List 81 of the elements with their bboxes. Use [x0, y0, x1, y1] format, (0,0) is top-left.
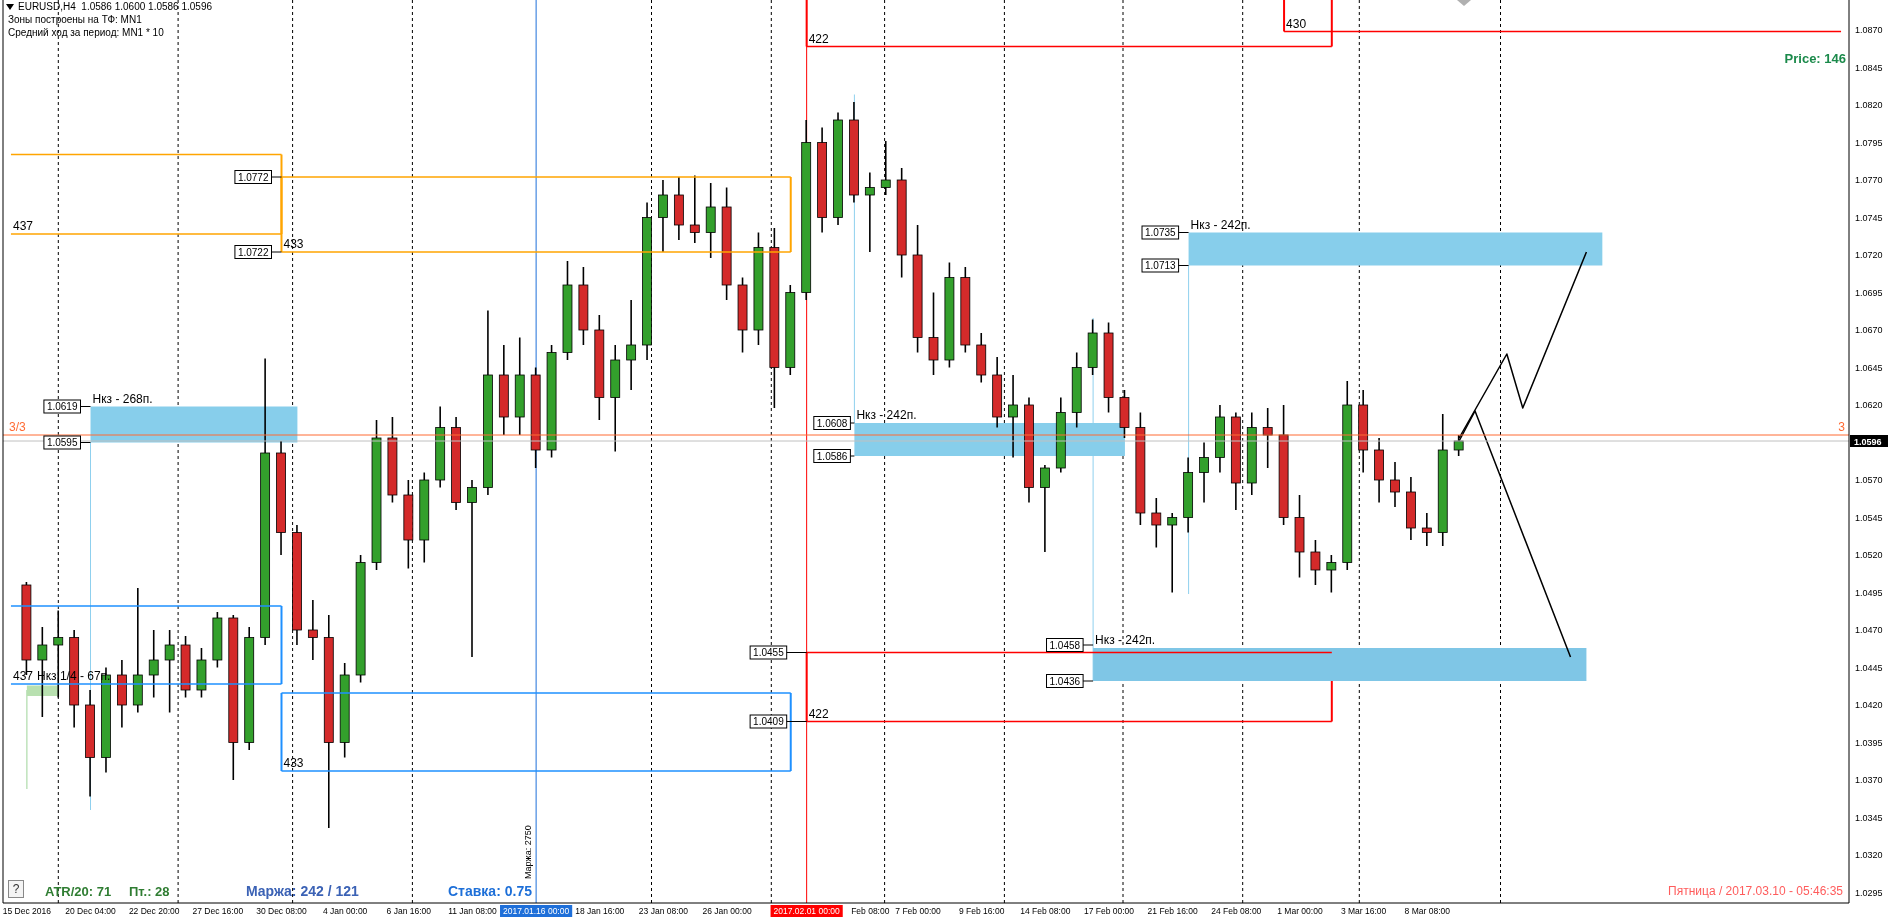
- x-tick-label: 30 Dec 08:00: [256, 906, 308, 916]
- annotation: 433: [283, 237, 304, 251]
- x-tick-label: 18 Jan 16:00: [575, 906, 625, 916]
- x-tick-label: 14 Feb 08:00: [1020, 906, 1071, 916]
- annotation: 3/3: [9, 420, 27, 434]
- y-tick-label: 1.0745: [1855, 212, 1883, 223]
- annotation: 1.0608: [816, 417, 848, 429]
- y-tick-label: 1.0695: [1855, 287, 1883, 298]
- x-tick-label: 8 Mar 08:00: [1404, 906, 1451, 916]
- annotation: Нкз - 242п.: [1190, 217, 1251, 232]
- text: Зоны построены на ТФ: MN1: [8, 14, 142, 26]
- y-tick-label: 1.0445: [1855, 662, 1883, 673]
- annotation: 1.0722: [237, 246, 269, 258]
- annotation: 1.0436: [1049, 675, 1081, 687]
- y-tick-label: 1.0670: [1855, 325, 1883, 335]
- x-tick-label: 23 Jan 08:00: [638, 906, 689, 916]
- x-tick-label: 3 Mar 16:00: [1340, 906, 1387, 916]
- x-tick-label: 20 Dec 04:00: [65, 906, 117, 916]
- y-tick-label: 1.0596: [1854, 436, 1882, 447]
- annotation: 3: [1838, 420, 1846, 434]
- x-tick-label: 9 Feb 16:00: [959, 906, 1005, 916]
- y-tick-label: 1.0520: [1855, 550, 1883, 560]
- y-tick-label: 1.0345: [1855, 812, 1883, 823]
- y-tick-label: 1.0420: [1855, 700, 1883, 710]
- x-tick-label: Feb 08:00: [851, 906, 890, 916]
- annotation: 1.0409: [753, 716, 785, 727]
- x-tick-label: 21 Feb 16:00: [1147, 906, 1198, 916]
- y-tick-label: 1.0870: [1855, 25, 1883, 35]
- y-tick-label: 1.0570: [1855, 475, 1883, 485]
- help-button: ?: [8, 880, 24, 898]
- annotation: 1.0455: [753, 647, 785, 658]
- x-tick-label: 1 Mar 00:00: [1277, 906, 1323, 916]
- annotation: 437: [13, 669, 34, 683]
- y-tick-label: 1.0795: [1855, 137, 1883, 148]
- y-tick-label: 1.0620: [1855, 400, 1883, 410]
- x-tick-label: 17 Feb 00:00: [1083, 906, 1135, 916]
- annotation: Ставка: 0.75: [448, 883, 532, 899]
- y-tick-label: 1.0645: [1855, 362, 1883, 373]
- annotation: 437: [13, 219, 34, 233]
- x-tick-label: 4 Jan 00:00: [322, 906, 368, 916]
- annotation: Пт.: 28: [129, 884, 170, 899]
- x-tick-label: 22 Dec 20:00: [128, 906, 180, 916]
- x-tick-label: 24 Feb 08:00: [1211, 906, 1262, 916]
- annotation: ATR/20: 71: [45, 884, 112, 899]
- annotation: 1.0735: [1145, 227, 1177, 238]
- y-tick-label: 1.0370: [1855, 775, 1883, 785]
- x-tick-label: 7 Feb 00:00: [895, 906, 941, 916]
- annotation: 430: [1286, 16, 1307, 31]
- annotation: Средний ход за период: MN1 * 10: [8, 27, 164, 39]
- x-tick-label: 27 Dec 16:00: [192, 906, 244, 916]
- y-tick-label: 1.0395: [1855, 737, 1883, 748]
- y-tick-label: 1.0845: [1855, 62, 1883, 73]
- annotation: Пятница / 2017.03.10 - 05:46:35: [1668, 884, 1843, 898]
- annotation: 1.0595: [46, 437, 78, 448]
- y-tick-label: 1.0545: [1855, 512, 1883, 523]
- annotation: Price: 146: [1784, 51, 1846, 66]
- annotation: Нкз - 242п.: [856, 408, 917, 422]
- x-tick-label: 26 Jan 00:00: [702, 906, 752, 916]
- annotation: Нкз - 242п.: [1095, 633, 1156, 647]
- chart-title: EURUSD,H4 1.0586 1.0600 1.0586 1.0596: [18, 1, 213, 13]
- y-tick-label: 1.0295: [1855, 887, 1883, 898]
- x-tick-label: 6 Jan 16:00: [386, 906, 432, 916]
- y-tick-label: 1.0495: [1855, 587, 1883, 598]
- annotation: Маржа: 2750: [523, 825, 534, 879]
- x-tick-label: 11 Jan 08:00: [448, 906, 497, 916]
- y-tick-label: 1.0320: [1855, 850, 1883, 860]
- annotation: 1.0713: [1145, 260, 1177, 271]
- annotation: 433: [283, 756, 304, 770]
- y-tick-label: 1.0770: [1855, 175, 1883, 185]
- annotation: Нкз - 268п.: [92, 391, 153, 406]
- annotation: 1.0772: [237, 171, 269, 183]
- annotation: 1.0586: [816, 450, 848, 462]
- annotation: Маржа: 242 / 121: [246, 883, 359, 899]
- x-tick-label: 15 Dec 2016: [2, 906, 52, 916]
- y-tick-label: 1.0820: [1855, 100, 1883, 110]
- y-tick-label: 1.0470: [1855, 625, 1883, 635]
- annotation: 1.0619: [46, 401, 78, 412]
- annotation: 422: [808, 706, 830, 721]
- y-tick-label: 1.0720: [1855, 250, 1883, 260]
- annotation: 422: [808, 31, 830, 46]
- annotation: 1.0458: [1049, 639, 1081, 651]
